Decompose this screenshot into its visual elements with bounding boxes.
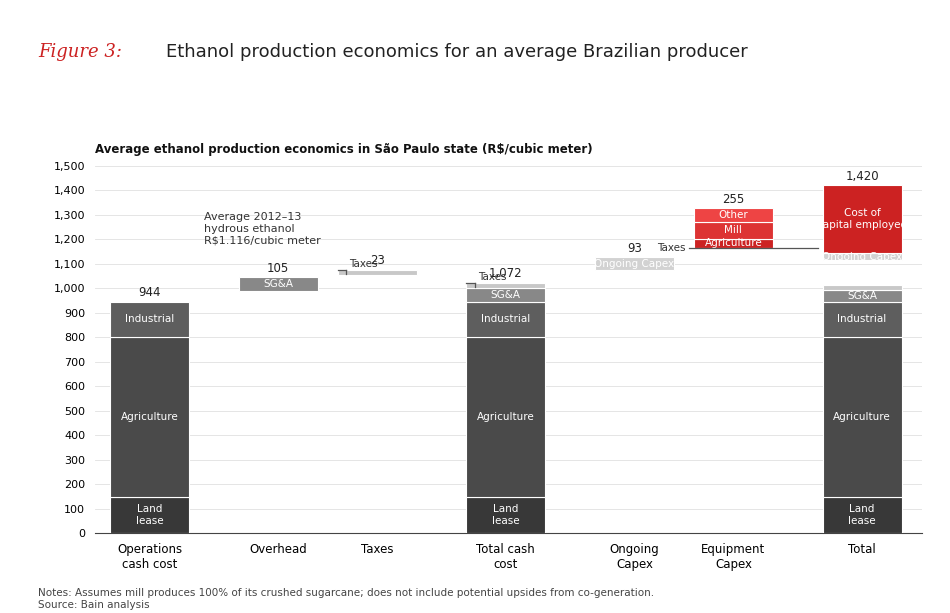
Text: Agriculture: Agriculture: [833, 412, 891, 422]
Bar: [823, 185, 902, 253]
Text: 105: 105: [267, 262, 289, 275]
Text: Agriculture: Agriculture: [705, 238, 762, 248]
Bar: [337, 270, 417, 275]
Text: Industrial: Industrial: [481, 314, 530, 324]
Text: 1,072: 1,072: [489, 267, 522, 280]
Bar: [694, 222, 773, 239]
Bar: [694, 239, 773, 248]
Text: Land
lease: Land lease: [492, 504, 520, 526]
Text: SG&A: SG&A: [263, 279, 294, 289]
Text: SG&A: SG&A: [491, 290, 521, 300]
Text: SG&A: SG&A: [847, 291, 877, 301]
Bar: [466, 302, 545, 337]
Text: 1,420: 1,420: [846, 170, 879, 183]
Text: Other: Other: [718, 210, 749, 220]
Text: Industrial: Industrial: [838, 314, 886, 324]
Bar: [823, 253, 902, 260]
Text: Figure 3:: Figure 3:: [38, 43, 122, 61]
Text: Average 2012–13
hydrous ethanol
R$1.116/cubic meter: Average 2012–13 hydrous ethanol R$1.116/…: [204, 212, 321, 245]
Text: Land
lease: Land lease: [848, 504, 876, 526]
Bar: [823, 497, 902, 533]
Bar: [466, 283, 545, 288]
Text: Mill: Mill: [725, 226, 742, 235]
Bar: [823, 337, 902, 497]
Text: Taxes: Taxes: [350, 259, 378, 269]
Text: Average ethanol production economics in São Paulo state (R$/cubic meter): Average ethanol production economics in …: [95, 143, 593, 156]
Bar: [823, 289, 902, 302]
Text: Ongoing Capex: Ongoing Capex: [822, 251, 902, 262]
Bar: [466, 497, 545, 533]
Bar: [466, 337, 545, 497]
Bar: [823, 284, 902, 289]
Bar: [238, 277, 317, 291]
Bar: [110, 302, 189, 337]
Text: Ongoing Capex: Ongoing Capex: [595, 259, 674, 268]
Bar: [110, 497, 189, 533]
Text: 255: 255: [722, 193, 745, 206]
Text: 944: 944: [138, 286, 161, 299]
Bar: [466, 288, 545, 302]
Text: Taxes: Taxes: [657, 243, 686, 253]
Text: Industrial: Industrial: [124, 314, 174, 324]
Text: 23: 23: [370, 254, 385, 267]
Text: Agriculture: Agriculture: [477, 412, 535, 422]
Text: Cost of
capital employed: Cost of capital employed: [817, 208, 907, 230]
Bar: [823, 302, 902, 337]
Bar: [595, 257, 674, 270]
Text: Taxes: Taxes: [478, 272, 506, 282]
Text: Agriculture: Agriculture: [121, 412, 179, 422]
Bar: [110, 337, 189, 497]
Bar: [694, 208, 773, 222]
Text: 93: 93: [627, 242, 642, 254]
Text: Land
lease: Land lease: [136, 504, 163, 526]
Text: Ethanol production economics for an average Brazilian producer: Ethanol production economics for an aver…: [166, 43, 748, 61]
Text: Notes: Assumes mill produces 100% of its crushed sugarcane; does not include pot: Notes: Assumes mill produces 100% of its…: [38, 588, 655, 610]
